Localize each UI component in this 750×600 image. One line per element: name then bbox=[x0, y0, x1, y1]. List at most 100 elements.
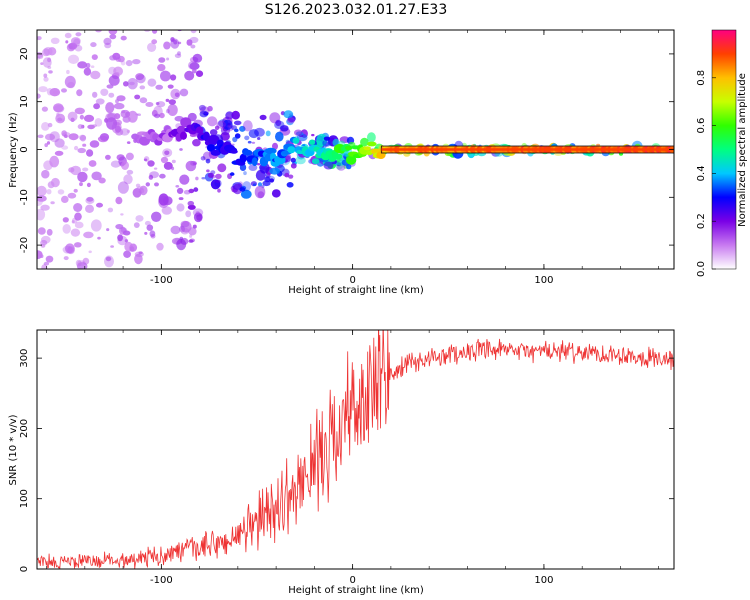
heatmap-cell bbox=[120, 213, 124, 216]
heatmap-cell bbox=[188, 239, 194, 243]
heatmap-cell bbox=[323, 136, 330, 141]
heatmap-cell bbox=[166, 57, 170, 61]
heatmap-cell bbox=[49, 88, 61, 97]
heatmap-cell bbox=[256, 163, 261, 166]
heatmap-cell bbox=[284, 172, 290, 178]
heatmap-cell bbox=[120, 227, 128, 233]
heatmap-cell bbox=[44, 143, 48, 148]
heatmap-cell bbox=[56, 112, 60, 117]
heatmap-cell bbox=[170, 74, 177, 81]
heatmap-cell bbox=[287, 117, 295, 124]
heatmap-cell bbox=[199, 110, 209, 118]
heatmap-cell bbox=[171, 159, 176, 164]
heatmap-ridge-cell bbox=[180, 117, 192, 128]
heatmap-cell bbox=[215, 180, 221, 184]
heatmap-cell bbox=[63, 256, 69, 261]
heatmap-x-tick-label: 100 bbox=[534, 275, 553, 286]
heatmap-cell bbox=[88, 160, 97, 167]
heatmap-x-tick-label: -100 bbox=[150, 275, 173, 286]
heatmap-cell bbox=[99, 133, 110, 141]
heatmap-cell bbox=[189, 62, 200, 70]
heatmap-ridge-cell bbox=[207, 134, 220, 145]
heatmap-cell bbox=[195, 176, 199, 181]
heatmap-cell bbox=[134, 251, 144, 258]
heatmap-cell bbox=[48, 70, 53, 74]
heatmap-y-tick-label: 10 bbox=[19, 95, 30, 108]
heatmap-cell bbox=[119, 226, 127, 235]
heatmap-y-tick-label: -20 bbox=[19, 237, 30, 253]
heatmap-cell bbox=[176, 187, 184, 194]
heatmap-cell bbox=[192, 139, 201, 147]
heatmap-cell bbox=[54, 150, 64, 156]
heatmap-cell bbox=[73, 203, 83, 212]
heatmap-cell bbox=[180, 220, 190, 228]
heatmap-cell bbox=[192, 68, 197, 74]
heatmap-cell bbox=[96, 202, 103, 208]
heatmap-cell bbox=[275, 119, 282, 127]
heatmap-cell bbox=[156, 242, 164, 251]
heatmap-cell bbox=[154, 113, 161, 119]
heatmap-cell bbox=[158, 57, 166, 63]
heatmap-cell bbox=[74, 44, 83, 52]
heatmap-cell bbox=[105, 154, 111, 160]
heatmap-cell bbox=[100, 88, 109, 97]
heatmap-cell bbox=[288, 174, 294, 179]
heatmap-cell bbox=[127, 110, 138, 123]
heatmap-cell bbox=[190, 44, 196, 49]
heatmap-cell bbox=[52, 90, 59, 95]
heatmap-cell bbox=[193, 187, 199, 192]
heatmap-cell bbox=[106, 84, 114, 89]
heatmap-cell bbox=[108, 30, 118, 35]
heatmap-cell bbox=[62, 217, 69, 223]
heatmap-cell bbox=[367, 132, 376, 143]
heatmap-cell bbox=[177, 51, 181, 56]
colorbar-tick-label: 0.4 bbox=[696, 165, 707, 181]
heatmap-ridge-cell bbox=[180, 131, 187, 140]
heatmap-cell bbox=[124, 239, 129, 243]
heatmap-cell bbox=[64, 75, 76, 88]
heatmap-cell bbox=[254, 185, 266, 199]
heatmap-cell bbox=[37, 185, 47, 197]
heatmap-cell bbox=[125, 152, 134, 161]
colorbar-tick-label: 0.2 bbox=[696, 213, 707, 229]
heatmap-cell bbox=[126, 169, 134, 175]
heatmap-cell bbox=[252, 183, 257, 186]
heatmap-cell bbox=[68, 133, 79, 141]
heatmap-cell bbox=[74, 107, 86, 115]
heatmap-cell bbox=[98, 177, 106, 184]
snr-panel: -100 0 100 0 100 200 300 Height of straight li… bbox=[8, 329, 675, 596]
heatmap-cell bbox=[123, 250, 131, 258]
heatmap-cell bbox=[68, 54, 79, 64]
heatmap-cell bbox=[233, 120, 242, 126]
heatmap-cell bbox=[113, 66, 123, 76]
heatmap-cell bbox=[205, 158, 211, 164]
heatmap-cell bbox=[46, 189, 52, 195]
snr-frame bbox=[36, 329, 675, 570]
heatmap-cell bbox=[117, 234, 123, 242]
heatmap-cell bbox=[74, 221, 84, 229]
heatmap-cell bbox=[167, 84, 174, 89]
heatmap-cell bbox=[187, 204, 196, 210]
heatmap-cell bbox=[165, 109, 170, 114]
heatmap-cell bbox=[244, 135, 250, 141]
heatmap-cell bbox=[175, 185, 180, 188]
heatmap-cell bbox=[148, 174, 154, 180]
heatmap-cell bbox=[259, 114, 267, 121]
heatmap-cell bbox=[95, 98, 105, 105]
heatmap-cell bbox=[127, 78, 138, 90]
heatmap-cell bbox=[283, 110, 294, 119]
heatmap-cell bbox=[40, 62, 44, 65]
heatmap-cell bbox=[65, 40, 69, 44]
heatmap-cell bbox=[322, 139, 331, 147]
snr-y-tick-label: 200 bbox=[19, 419, 30, 438]
heatmap-cell bbox=[62, 245, 73, 254]
heatmap-cell bbox=[104, 255, 114, 268]
heatmap-cell bbox=[37, 195, 47, 202]
heatmap-cell bbox=[187, 200, 195, 207]
heatmap-cell bbox=[126, 141, 131, 145]
heatmap-ridge-cell bbox=[367, 141, 377, 147]
heatmap-cell bbox=[120, 35, 127, 41]
heatmap-cell bbox=[147, 160, 155, 167]
heatmap-cell bbox=[37, 208, 46, 221]
